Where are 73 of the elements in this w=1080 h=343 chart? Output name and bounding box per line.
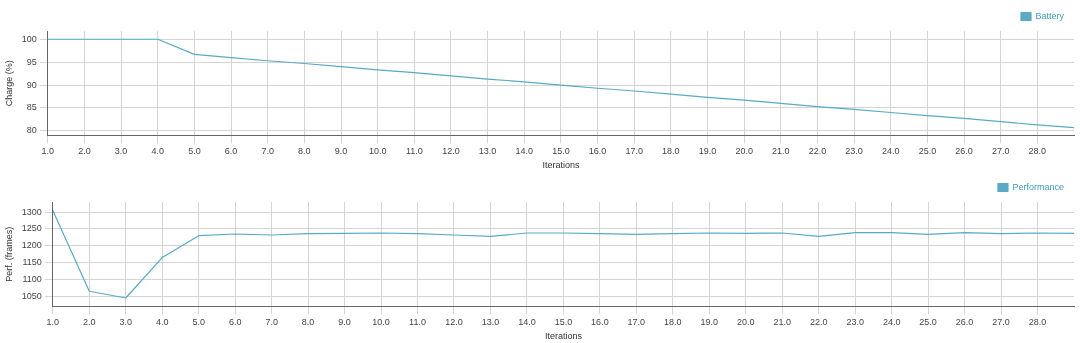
- x-tick-label: 21.0: [773, 317, 791, 328]
- x-tick-label: 20.0: [737, 317, 755, 328]
- legend-label: Performance: [1012, 181, 1065, 192]
- y-tick-label: 1300: [21, 206, 42, 217]
- x-tick-label: 9.0: [334, 146, 348, 157]
- x-tick-label: 16.0: [588, 146, 607, 157]
- x-tick-label: 25.0: [918, 146, 937, 157]
- x-tick-label: 10.0: [368, 146, 387, 157]
- y-tick-label: 85: [26, 102, 37, 113]
- x-tick-label: 1.0: [46, 317, 60, 328]
- x-tick-label: 23.0: [846, 317, 864, 328]
- x-tick-label: 5.0: [192, 317, 205, 328]
- x-tick-label: 22.0: [809, 317, 828, 328]
- x-tick-label: 7.0: [261, 146, 274, 157]
- x-tick-label: 2.0: [83, 317, 96, 328]
- x-tick-label: 17.0: [627, 317, 646, 328]
- x-tick-label: 19.0: [700, 317, 719, 328]
- x-tick-label: 3.0: [114, 146, 128, 157]
- y-axis-title: Perf. (frames): [3, 226, 14, 282]
- x-tick-label: 7.0: [265, 317, 278, 328]
- y-tick-label: 1050: [21, 290, 42, 301]
- x-tick-label: 10.0: [372, 317, 390, 328]
- y-tick-label: 100: [21, 33, 37, 44]
- x-tick-label: 18.0: [662, 146, 680, 157]
- y-tick-label: 90: [26, 79, 37, 90]
- x-tick-label: 8.0: [298, 146, 311, 157]
- x-tick-label: 23.0: [845, 146, 863, 157]
- x-tick-label: 14.0: [515, 146, 534, 157]
- x-tick-label: 15.0: [552, 146, 570, 157]
- x-tick-label: 6.0: [224, 146, 238, 157]
- y-tick-label: 1100: [22, 273, 42, 284]
- y-tick-label: 1200: [21, 240, 42, 251]
- x-tick-label: 24.0: [882, 317, 901, 328]
- x-tick-label: 15.0: [554, 317, 573, 328]
- x-tick-label: 19.0: [698, 146, 717, 157]
- x-tick-label: 16.0: [591, 317, 609, 328]
- x-tick-label: 13.0: [481, 317, 500, 328]
- x-tick-label: 28.0: [1028, 146, 1047, 157]
- x-tick-label: 2.0: [78, 146, 91, 157]
- x-tick-label: 11.0: [405, 146, 423, 157]
- y-tick-label: 1150: [22, 257, 42, 268]
- x-tick-label: 12.0: [445, 317, 463, 328]
- x-tick-label: 18.0: [664, 317, 682, 328]
- x-tick-label: 28.0: [1028, 317, 1047, 328]
- y-tick-label: 95: [26, 56, 37, 67]
- x-tick-label: 4.0: [151, 146, 165, 157]
- x-tick-label: 24.0: [881, 146, 900, 157]
- x-tick-label: 22.0: [808, 146, 827, 157]
- x-tick-label: 27.0: [991, 146, 1010, 157]
- y-tick-label: 1250: [21, 223, 42, 234]
- x-tick-label: 11.0: [409, 317, 426, 328]
- x-tick-label: 21.0: [772, 146, 790, 157]
- x-tick-label: 1.0: [41, 146, 55, 157]
- x-tick-label: 17.0: [625, 146, 643, 157]
- x-axis-title: Iterations: [542, 160, 580, 171]
- x-tick-label: 4.0: [155, 317, 169, 328]
- x-tick-label: 20.0: [735, 146, 753, 157]
- x-axis-title: Iterations: [544, 331, 583, 342]
- y-tick-label: 80: [26, 125, 37, 136]
- x-tick-label: 12.0: [442, 146, 460, 157]
- x-tick-label: 6.0: [228, 317, 242, 328]
- x-tick-label: 3.0: [119, 317, 133, 328]
- x-tick-label: 8.0: [301, 317, 315, 328]
- x-tick-label: 26.0: [955, 317, 974, 328]
- x-tick-label: 5.0: [188, 146, 201, 157]
- x-tick-label: 9.0: [338, 317, 351, 328]
- x-tick-label: 26.0: [955, 146, 973, 157]
- x-tick-label: 25.0: [919, 317, 937, 328]
- y-axis-title: Charge (%): [3, 60, 14, 107]
- legend-label: Battery: [1035, 10, 1065, 21]
- x-tick-label: 27.0: [992, 317, 1010, 328]
- x-tick-label: 14.0: [518, 317, 536, 328]
- x-tick-label: 13.0: [478, 146, 497, 157]
